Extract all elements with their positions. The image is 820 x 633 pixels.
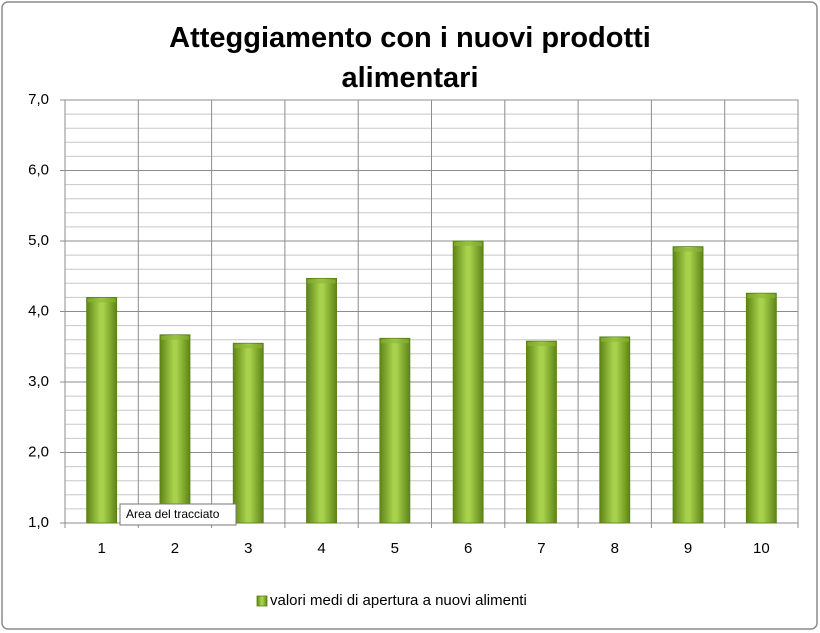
y-tick-label: 7,0 [28,91,49,108]
x-tick-label: 7 [537,540,545,557]
bar-cap [527,342,556,347]
tooltip-text: Area del tracciato [126,507,220,521]
bar-cap [380,339,409,344]
tooltip: Area del tracciato [119,503,237,526]
chart-title: Atteggiamento con i nuovi prodotti alime… [169,22,651,94]
x-tick-label: 3 [244,540,252,557]
bar [86,296,118,524]
plot-area: 1,0 2,0 3,0 4,0 5,0 6,0 7,0 1 2 3 4 5 6 7 8 9 10 Area del… [28,91,799,609]
bar [306,277,337,524]
bar [379,337,411,524]
bar-cap [674,247,703,252]
bar-cap [87,298,116,303]
legend-label: valori medi di apertura a nuovi alimenti [270,592,527,609]
bar [672,246,704,524]
x-tick-label: 9 [684,540,692,557]
bar-cap [234,344,263,349]
y-tick-label: 4,0 [28,302,49,319]
bar [599,336,631,524]
x-tick-label: 5 [391,540,399,557]
y-tick-label: 2,0 [28,443,49,460]
bar [232,342,264,524]
bar [159,334,191,524]
y-tick-label: 3,0 [28,373,49,390]
y-tick-label: 1,0 [28,514,49,531]
y-tick-label: 6,0 [28,161,49,178]
bar [452,240,484,524]
x-tick-label: 4 [317,540,325,557]
x-tick-label: 10 [753,540,770,557]
bar [526,340,557,524]
bar-cap [307,279,336,284]
x-tick-label: 1 [97,540,105,557]
bar-cap [454,242,483,246]
tooltip-box [119,503,237,526]
x-tick-label: 6 [464,540,472,557]
bar-cap [600,337,629,342]
bar-cap [160,335,189,340]
y-tick-label: 5,0 [28,232,49,249]
bar [745,292,777,524]
legend-swatch [256,595,268,607]
bar-cap [747,294,776,299]
x-tick-label: 8 [611,540,619,557]
x-tick-label: 2 [171,540,179,557]
